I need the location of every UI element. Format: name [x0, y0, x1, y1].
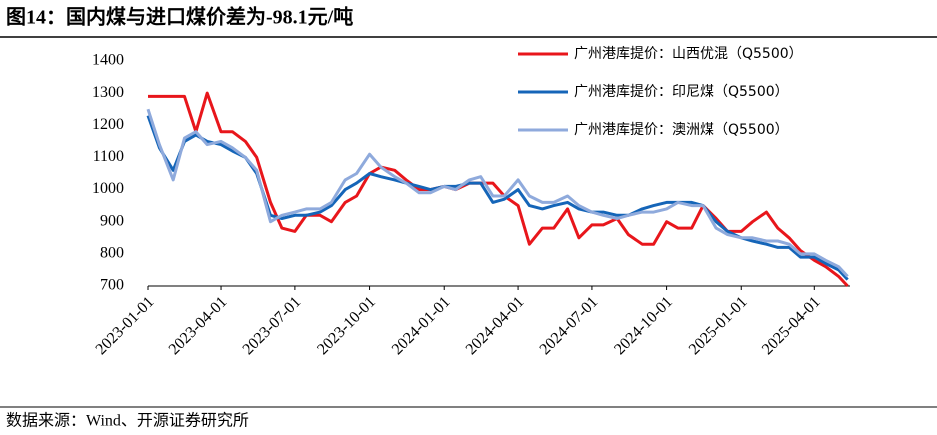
y-tick-label: 1100	[93, 148, 124, 165]
x-tick-label: 2023-04-01	[166, 293, 231, 358]
x-tick-label: 2024-01-01	[389, 293, 454, 358]
y-tick-label: 1000	[92, 180, 124, 197]
legend-label: 广州港库提价：澳洲煤（Q5500）	[574, 122, 789, 138]
source: 数据来源：Wind、开源证券研究所	[6, 412, 249, 430]
y-tick-label: 800	[100, 245, 124, 262]
x-tick-label: 2024-04-01	[463, 293, 528, 358]
x-tick-label: 2025-01-01	[686, 293, 751, 358]
legend-label: 广州港库提价：印尼煤（Q5500）	[574, 84, 789, 100]
y-tick-label: 1200	[92, 116, 124, 133]
x-tick-label: 2023-07-01	[240, 293, 305, 358]
y-tick-label: 700	[100, 277, 124, 294]
chart-title: 图14：国内煤与进口煤价差为-98.1元/吨	[6, 5, 353, 29]
series-line	[148, 91, 849, 288]
x-tick-label: 2024-10-01	[611, 293, 676, 358]
legend-label: 广州港库提价：山西优混（Q5500）	[574, 46, 803, 62]
y-tick-label: 900	[100, 212, 124, 229]
y-tick-label: 1400	[92, 52, 124, 69]
x-tick-label: 2023-01-01	[93, 293, 158, 358]
x-tick-label: 2024-07-01	[537, 293, 602, 358]
series-line	[146, 108, 849, 278]
x-tick-label: 2023-10-01	[314, 293, 379, 358]
y-tick-label: 1300	[92, 84, 124, 101]
x-tick-label: 2025-04-01	[759, 293, 824, 358]
series-line	[146, 115, 849, 281]
